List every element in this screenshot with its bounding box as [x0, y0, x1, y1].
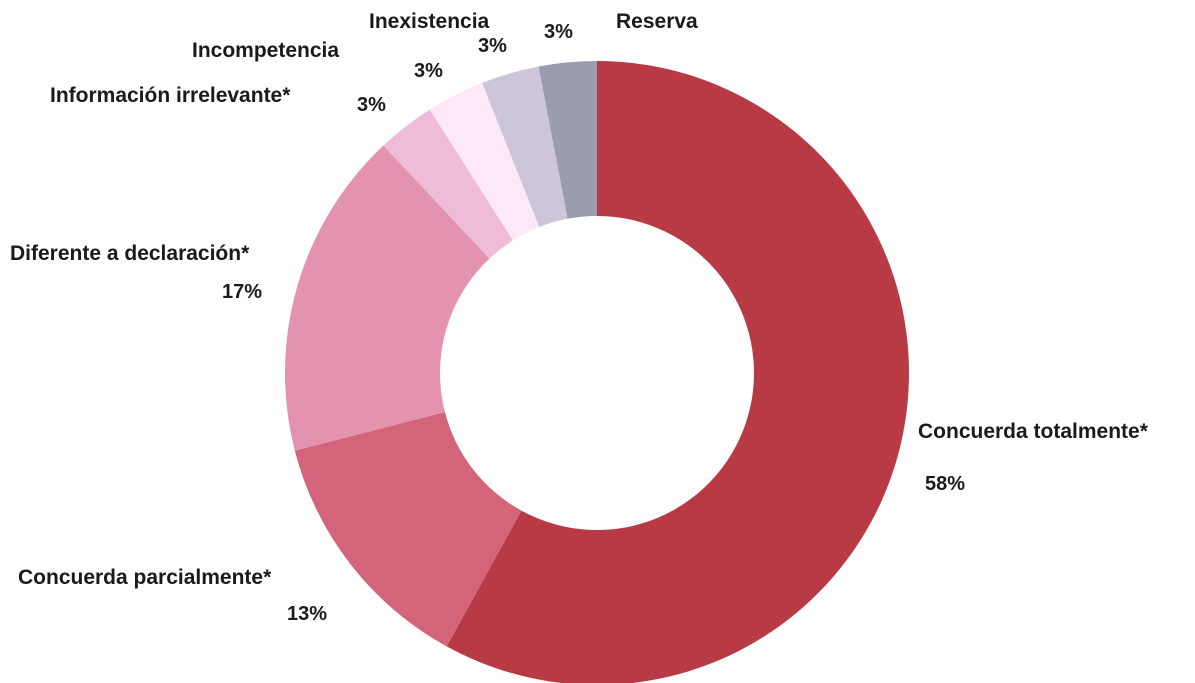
slice-value-diferente-a-declaracion: 17%	[222, 281, 262, 303]
slice-informacion-irrelevante	[383, 109, 513, 259]
slice-value-concuerda-parcialmente: 13%	[287, 603, 327, 625]
slice-diferente-a-declaracion	[285, 145, 490, 451]
slice-value-incompetencia: 3%	[414, 60, 443, 82]
slice-value-concuerda-totalmente: 58%	[925, 473, 965, 495]
slice-incompetencia	[429, 82, 540, 241]
labels-group: Concuerda totalmente* 58% Concuerda parcia…	[10, 10, 1149, 625]
slice-label-reserva: Reserva	[616, 10, 698, 33]
slice-concuerda-parcialmente	[294, 412, 522, 647]
slice-concuerda-totalmente	[446, 61, 909, 683]
slice-label-informacion-irrelevante: Información irrelevante*	[50, 84, 291, 107]
slice-label-concuerda-parcialmente: Concuerda parcialmente*	[18, 566, 272, 589]
slice-label-inexistencia: Inexistencia	[369, 10, 490, 33]
slice-value-informacion-irrelevante: 3%	[357, 94, 386, 116]
slice-reserva	[538, 61, 597, 219]
slice-label-concuerda-totalmente: Concuerda totalmente*	[918, 420, 1149, 443]
slice-label-incompetencia: Incompetencia	[192, 39, 339, 62]
slice-inexistencia	[482, 66, 568, 228]
slices-group	[285, 61, 909, 683]
slice-label-diferente-a-declaracion: Diferente a declaración*	[10, 242, 250, 265]
slice-value-reserva: 3%	[544, 21, 573, 43]
slice-value-inexistencia: 3%	[478, 35, 507, 57]
